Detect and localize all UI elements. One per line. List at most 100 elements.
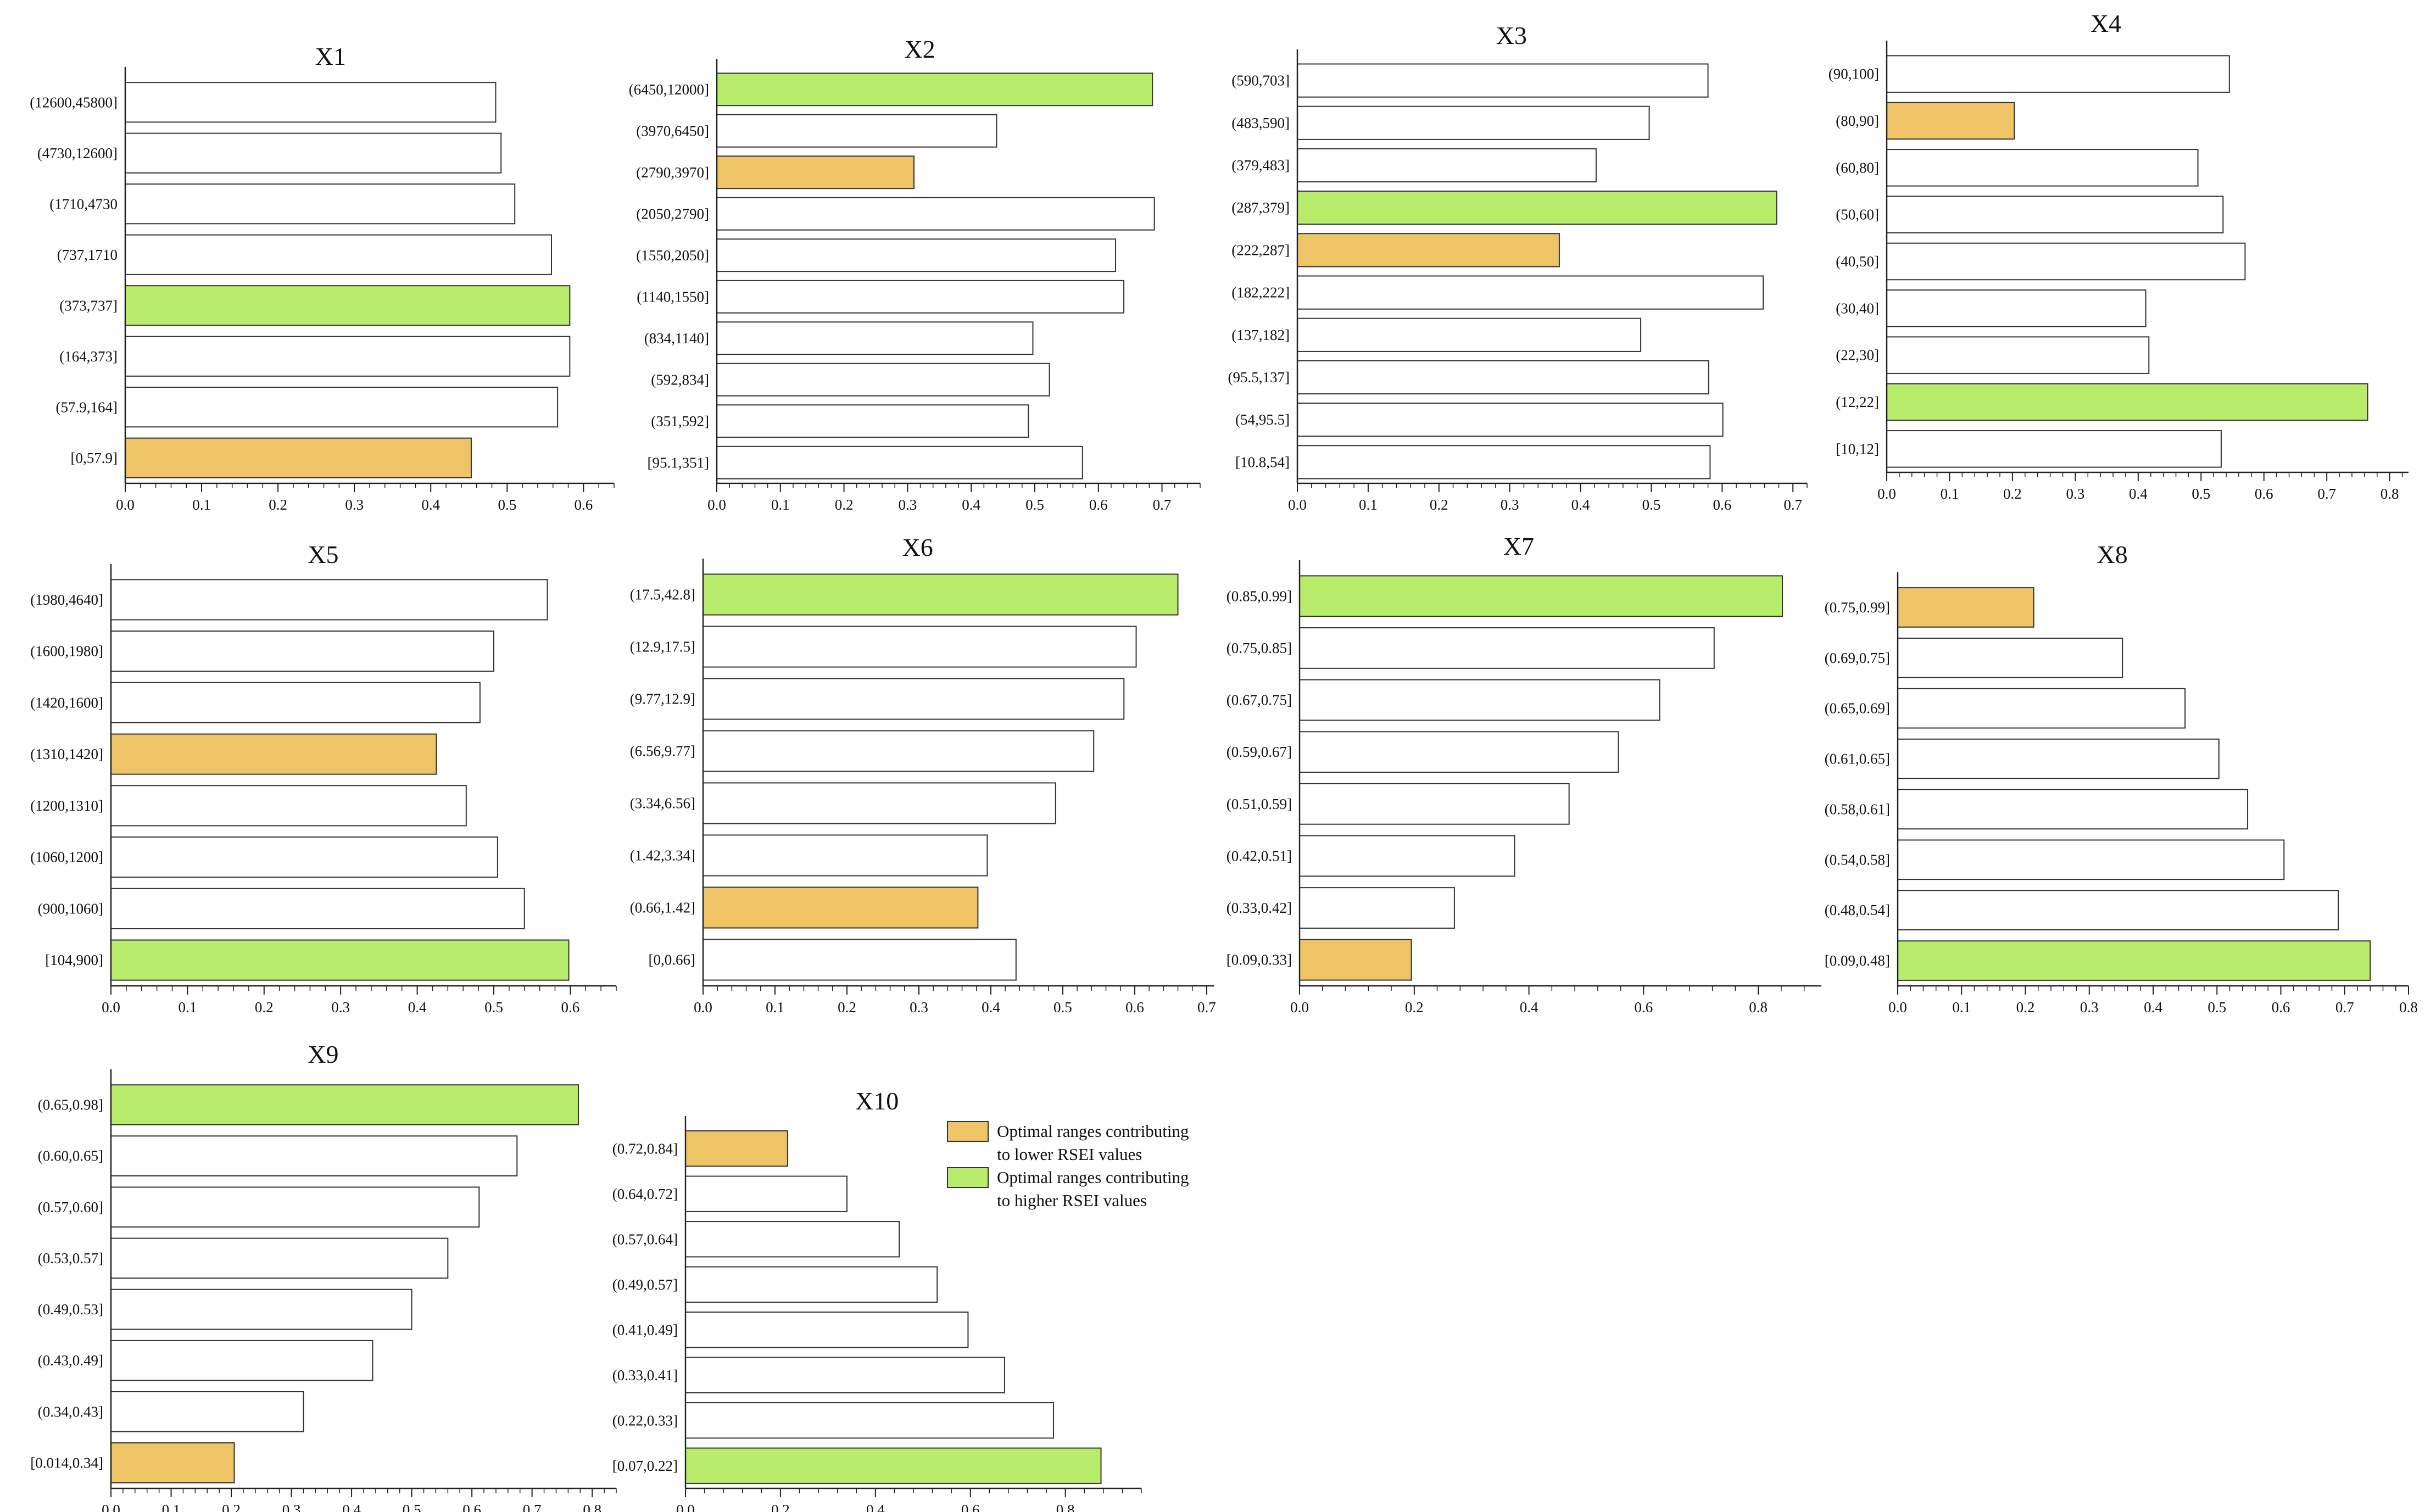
- category-label: (0.33,0.41]: [612, 1367, 678, 1383]
- category-label: (60,80]: [1836, 159, 1879, 176]
- chart-title: X4: [2090, 9, 2121, 37]
- category-label: (2790,3970]: [636, 164, 709, 181]
- x-tick-label: 0.0: [707, 496, 726, 513]
- x-tick-label: 0.3: [2080, 999, 2099, 1016]
- category-label: (379,483]: [1231, 157, 1290, 174]
- x-tick-label: 0.4: [1571, 496, 1590, 513]
- legend-label-lower-line1: Optimal ranges contributing: [997, 1122, 1189, 1141]
- x-tick-label: 0.8: [2399, 999, 2418, 1016]
- x-tick-label: 0.7: [1783, 496, 1802, 513]
- category-label: [0.07,0.22]: [612, 1458, 678, 1474]
- bar: [1886, 242, 2246, 281]
- bar: [110, 1084, 579, 1125]
- category-label: (3970,6450]: [636, 122, 709, 139]
- x-tick-label: 0.5: [1642, 496, 1661, 513]
- category-label: (40,50]: [1836, 253, 1879, 270]
- legend-label-higher-line2: to higher RSEI values: [997, 1191, 1147, 1210]
- category-label: (54,95.5]: [1235, 411, 1290, 428]
- chart-title: X2: [904, 35, 935, 63]
- chart-title: X3: [1496, 21, 1527, 49]
- bar: [703, 886, 979, 929]
- category-label: (0.57,0.60]: [38, 1199, 103, 1215]
- category-label: [104,900]: [45, 952, 103, 968]
- bar: [716, 321, 1034, 355]
- x-tick-label: 0.2: [1430, 496, 1448, 513]
- x-tick-label: 0.6: [1125, 999, 1144, 1016]
- x-tick-label: 0.2: [2016, 999, 2035, 1016]
- category-label: (137,182]: [1231, 327, 1290, 343]
- chart-panel-8: X8 (0.75,0.99] (0.69,0.75] (0.65,0.69] (0.61…: [1825, 540, 2418, 1016]
- x-tick-label: 0.7: [2317, 486, 2336, 502]
- category-label: [0,0.66]: [649, 952, 695, 968]
- bar: [1297, 317, 1642, 352]
- bar: [125, 132, 502, 174]
- bar: [125, 285, 571, 326]
- category-label: (0.49,0.57]: [612, 1276, 678, 1293]
- bar: [685, 1402, 1055, 1439]
- chart-panel-5: X5 (1980,4640] (1600,1980] (1420,1600] (1310…: [30, 540, 617, 1016]
- bar: [1886, 149, 2199, 187]
- bar: [110, 733, 437, 775]
- bar: [1297, 148, 1597, 183]
- x-tick-label: 0.1: [192, 496, 211, 513]
- category-label: (834,1140]: [644, 330, 709, 347]
- x-tick-label: 0.6: [961, 1502, 980, 1512]
- category-label: (287,379]: [1231, 199, 1290, 216]
- x-tick-label: 0.8: [583, 1502, 601, 1512]
- x-tick-label: 0.0: [116, 496, 135, 513]
- chart-title: X6: [902, 533, 933, 561]
- bar: [1299, 627, 1715, 669]
- x-tick-label: 0.1: [179, 999, 197, 1016]
- category-label: (0.69,0.75]: [1825, 650, 1890, 666]
- bar: [110, 579, 548, 621]
- category-label: (0.22,0.33]: [612, 1412, 678, 1429]
- chart-title: X8: [2097, 540, 2127, 568]
- x-tick-label: 0.3: [1501, 496, 1519, 513]
- x-tick-label: 0.2: [2003, 486, 2022, 502]
- bar: [1886, 55, 2230, 93]
- category-label: (0.75,0.85]: [1227, 640, 1292, 656]
- bar: [125, 183, 516, 225]
- category-label: (0.41,0.49]: [612, 1321, 678, 1338]
- category-label: (22,30]: [1836, 347, 1879, 364]
- x-tick-label: 0.5: [403, 1502, 421, 1512]
- category-label: (351,592]: [651, 413, 709, 429]
- x-tick-label: 0.1: [766, 999, 784, 1016]
- bar: [1897, 637, 2123, 678]
- bar: [685, 1312, 969, 1348]
- x-tick-label: 0.0: [1877, 486, 1896, 502]
- bar: [716, 362, 1050, 397]
- category-label: (90,100]: [1828, 66, 1879, 82]
- bar: [685, 1175, 848, 1212]
- category-label: [0.09,0.48]: [1825, 952, 1890, 969]
- x-tick-label: 0.2: [222, 1502, 241, 1512]
- x-tick-label: 0.6: [462, 1502, 481, 1512]
- category-label: (0.58,0.61]: [1825, 801, 1890, 817]
- x-tick-label: 0.1: [771, 496, 790, 513]
- x-tick-label: 0.2: [835, 496, 854, 513]
- category-label: (0.66,1.42]: [630, 900, 695, 916]
- category-label: (590,703]: [1231, 72, 1290, 89]
- bar: [1886, 430, 2222, 468]
- x-tick-label: 0.5: [2207, 999, 2226, 1016]
- x-tick-label: 0.7: [1197, 999, 1216, 1016]
- bar: [716, 238, 1116, 272]
- bar: [703, 834, 988, 877]
- x-tick-label: 0.6: [2272, 999, 2290, 1016]
- bar: [1897, 789, 2249, 830]
- category-label: (1710,4730: [49, 196, 118, 212]
- x-tick-label: 0.1: [1952, 999, 1971, 1016]
- bar: [125, 234, 552, 275]
- x-tick-label: 0.1: [1359, 496, 1378, 513]
- chart-panel-2: X2 (6450,12000] (3970,6450] (2790,3970] (205…: [629, 35, 1201, 513]
- bar: [110, 1340, 373, 1381]
- category-label: (0.61,0.65]: [1825, 751, 1890, 767]
- x-tick-label: 0.0: [1888, 999, 1907, 1016]
- x-tick-label: 0.7: [2335, 999, 2354, 1016]
- bar: [703, 782, 1056, 824]
- x-tick-label: 0.2: [838, 999, 856, 1016]
- bar: [1297, 360, 1709, 395]
- bar: [1886, 383, 2368, 421]
- legend-swatch-lower: [947, 1121, 989, 1142]
- bar: [110, 888, 525, 929]
